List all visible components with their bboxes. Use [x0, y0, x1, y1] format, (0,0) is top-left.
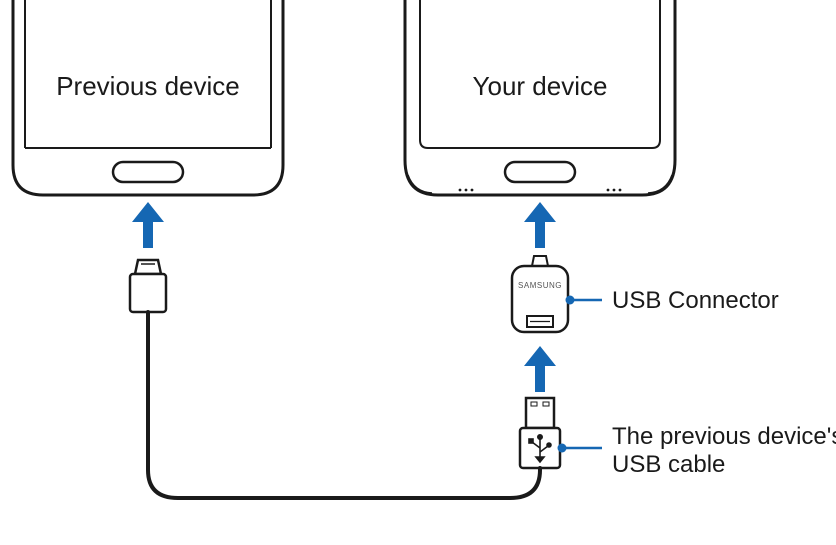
previous-device: Previous device [13, 0, 283, 195]
previous-device-label: Previous device [56, 71, 240, 101]
arrows-group [132, 202, 556, 392]
arrow-into-previous-device [132, 202, 164, 248]
arrow-into-your-device [524, 202, 556, 248]
usb-connector-label: USB Connector [612, 287, 779, 314]
callout-usb-connector: USB Connector [566, 287, 779, 314]
connector-brand-text: SAMSUNG [518, 281, 562, 290]
your-device-label: Your device [473, 71, 608, 101]
callout-usb-cable: The previous device's USB cable [558, 423, 836, 478]
your-device: Your device [405, 0, 675, 195]
micro-usb-plug [130, 260, 166, 312]
usb-a-plug [520, 398, 560, 468]
diagram-canvas: Previous device Your device [0, 0, 836, 545]
usb-cable-label-line1: The previous device's [612, 423, 836, 450]
usb-cable [148, 312, 540, 498]
usb-cable-label-line2: USB cable [612, 451, 725, 478]
usb-connector-adapter: SAMSUNG [512, 256, 568, 332]
arrow-into-usb-connector [524, 346, 556, 392]
